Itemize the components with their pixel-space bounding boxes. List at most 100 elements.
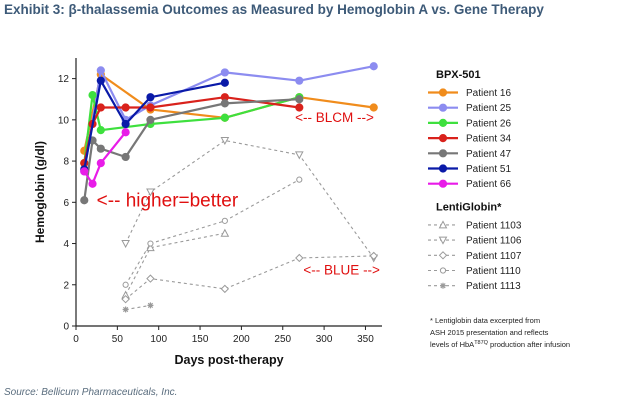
data-point-patient-1110 [122,281,129,288]
y-axis-label: Hemoglobin (g/dl) [33,141,47,243]
footnote-line: levels of HbAT87Q production after infus… [430,340,570,349]
footnote-line: * Lentiglobin data excerpted from [430,316,540,325]
legend-marker-patient-1103 [438,220,448,229]
x-tick-label: 50 [112,334,124,345]
x-tick-label: 0 [73,334,79,345]
legend-marker-patient-16 [438,88,448,97]
legend-marker-patient-51 [438,164,448,173]
footnote-text: production after infusion [488,340,570,349]
data-point-patient-26 [88,91,97,100]
legend-marker-patient-1106 [438,236,448,245]
data-point-patient-51 [121,119,130,129]
data-point-patient-51 [220,78,229,87]
data-point-patient-26 [96,126,105,135]
data-point-patient-47 [146,115,155,124]
data-point-patient-66 [80,167,89,176]
data-point-patient-25 [96,66,105,75]
x-tick-label: 250 [274,334,291,345]
legend-label-patient-1113: Patient 1113 [466,281,521,292]
legend-group-title: BPX-501 [436,69,481,81]
data-point-patient-1103 [220,228,230,237]
data-point-patient-1106 [146,188,155,197]
data-point-patient-34 [96,103,105,112]
legend-label-patient-26: Patient 26 [466,118,511,129]
legend-label-patient-1110: Patient 1110 [466,266,521,277]
data-point-patient-1110 [296,176,303,183]
series-line-patient-66 [83,131,127,187]
footnote-line: ASH 2015 presentation and reflects [430,328,549,337]
series-line-patient-1110 [125,179,300,286]
data-point-patient-1107 [220,284,230,294]
legend-marker-patient-66 [438,179,448,188]
data-point-patient-34 [295,103,304,112]
data-point-patient-1110 [221,217,228,224]
legend-label-patient-1103: Patient 1103 [466,220,522,231]
annotation-text: <-- BLUE --> [303,262,380,277]
data-point-patient-25 [220,68,229,77]
legend-label-patient-34: Patient 34 [466,134,511,145]
data-point-patient-34 [121,103,130,112]
data-point-patient-1107 [295,253,304,263]
x-tick-label: 300 [316,334,333,345]
legend-label-patient-16: Patient 16 [466,88,511,99]
data-point-patient-47 [80,196,89,205]
data-point-patient-1107 [146,274,155,283]
legend-label-patient-66: Patient 66 [466,179,511,190]
annotation-text: <-- BLCM --> [295,110,374,125]
series-line-patient-1103 [125,232,226,296]
legend-marker-patient-1110 [439,267,447,274]
data-point-patient-26 [220,113,229,122]
y-tick-label: 8 [63,157,69,168]
y-tick-label: 2 [63,280,69,291]
data-point-patient-51 [96,76,105,85]
legend-label-patient-25: Patient 25 [466,103,511,114]
data-point-patient-1106 [294,151,304,160]
data-point-patient-66 [121,128,130,137]
legend-marker-patient-34 [438,134,448,143]
footnote-superscript: T87Q [474,340,488,346]
data-point-patient-1113 [122,306,129,313]
y-tick-label: 12 [58,74,70,85]
source-note: Source: Bellicum Pharmaceuticals, Inc. [4,387,178,398]
x-tick-label: 350 [357,334,374,345]
data-point-patient-1107 [369,251,378,261]
data-point-patient-1106 [220,136,230,146]
legend-group-title: LentiGlobin* [436,201,502,213]
data-point-patient-47 [121,152,130,162]
data-point-patient-51 [146,93,155,102]
x-tick-label: 100 [150,334,167,345]
data-point-patient-66 [96,159,105,168]
y-tick-label: 0 [63,322,69,333]
x-tick-label: 150 [192,334,209,345]
y-tick-label: 4 [63,239,69,250]
data-point-patient-47 [220,99,229,108]
legend-marker-patient-26 [438,118,448,128]
data-point-patient-47 [295,95,304,104]
data-point-patient-34 [146,103,155,112]
x-axis-label: Days post-therapy [174,353,283,367]
legend-label-patient-51: Patient 51 [466,164,511,175]
series-line-patient-1107 [125,255,374,300]
data-point-patient-1106 [121,240,130,249]
legend-marker-patient-47 [438,149,448,158]
data-point-patient-1107 [121,294,130,304]
data-point-patient-47 [96,144,105,153]
footnote-text: levels of HbA [430,340,474,349]
x-tick-label: 200 [233,334,250,345]
legend-label-patient-1106: Patient 1106 [466,236,522,247]
y-tick-label: 10 [58,115,70,126]
legend-marker-patient-1107 [438,251,448,260]
data-point-patient-1110 [147,240,154,247]
legend-label-patient-47: Patient 47 [466,149,511,160]
data-point-patient-66 [88,179,97,188]
series-line-patient-1106 [125,139,375,259]
legend-label-patient-1107: Patient 1107 [466,251,522,262]
annotation-text: <-- higher=better [97,190,239,211]
data-point-patient-25 [295,76,304,85]
data-point-patient-1113 [147,302,154,309]
legend-marker-patient-1113 [440,282,446,289]
data-point-patient-16 [369,103,378,112]
y-tick-label: 6 [63,198,69,209]
